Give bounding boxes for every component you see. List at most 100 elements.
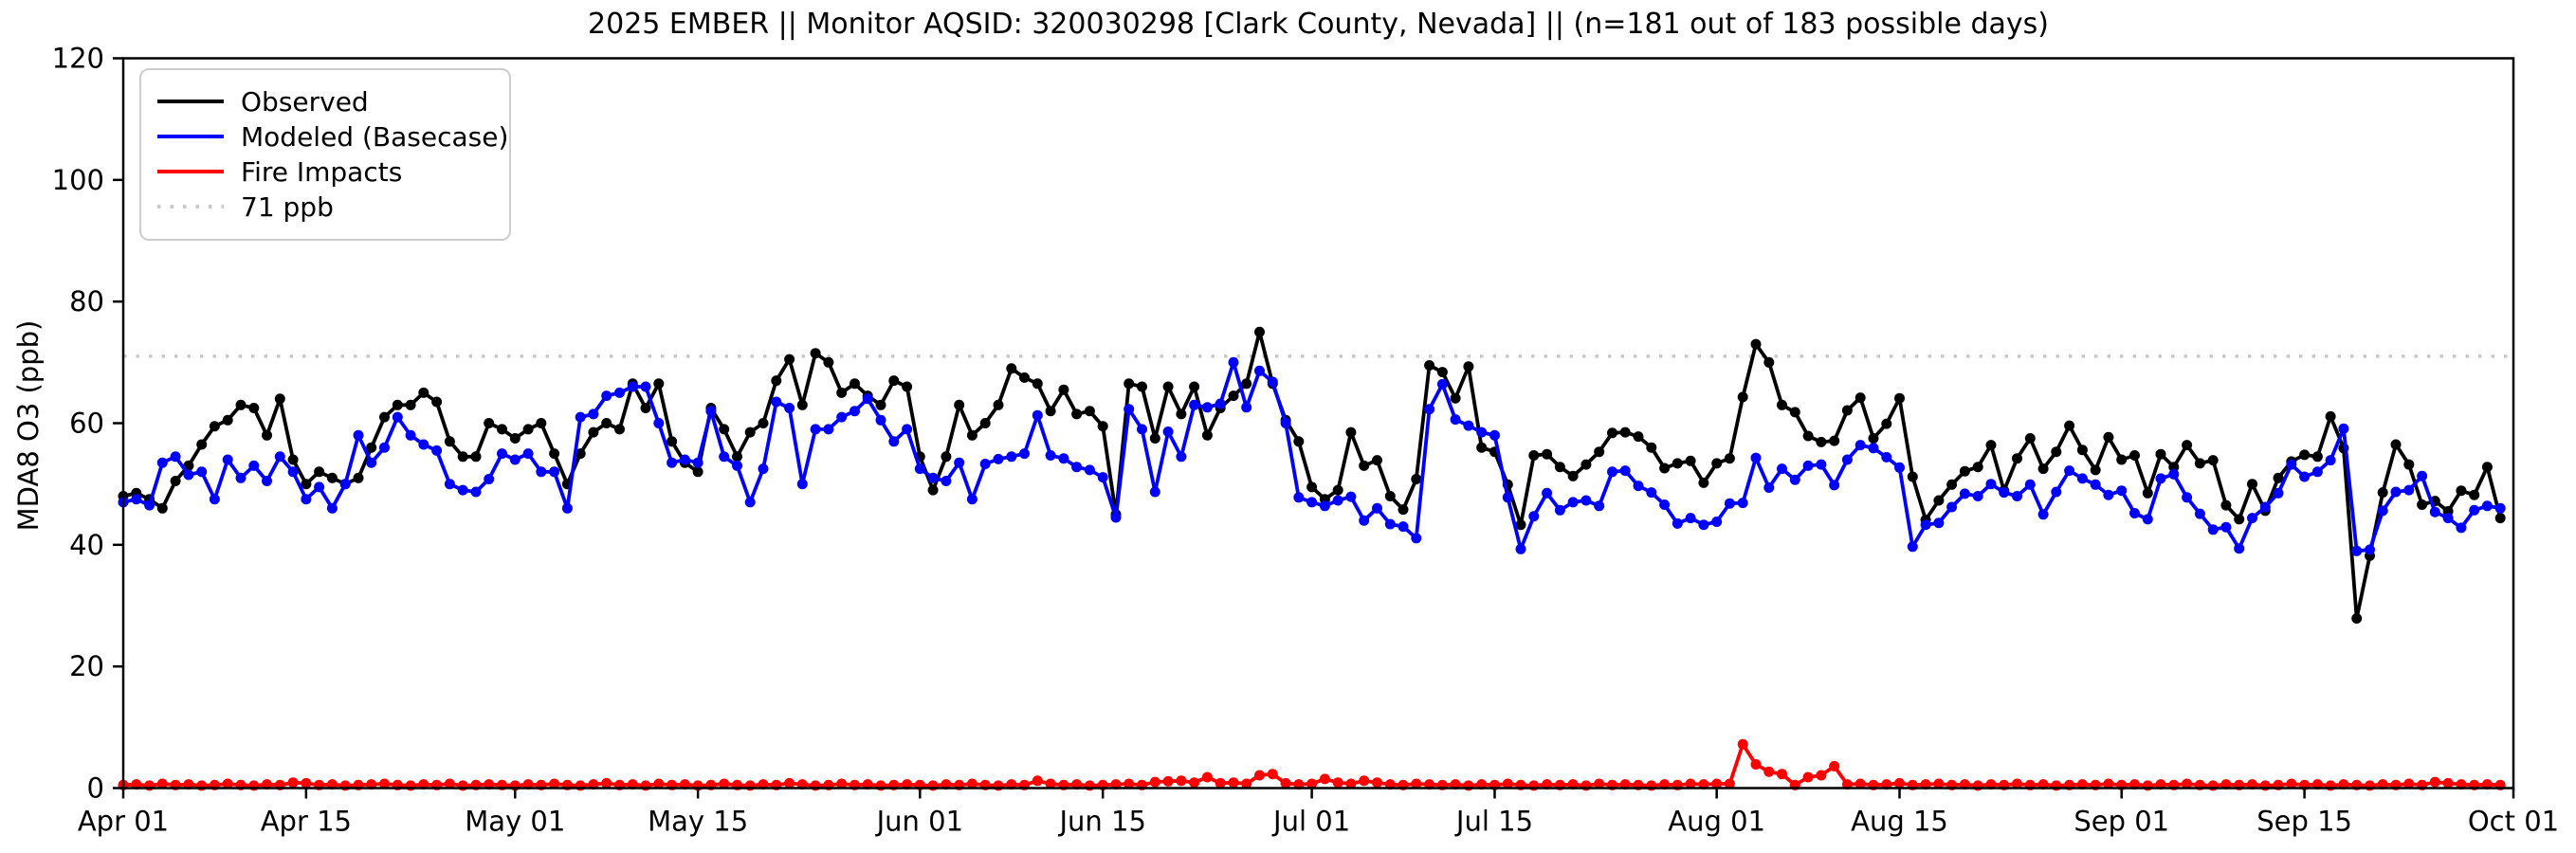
data-point[interactable]: [549, 448, 560, 460]
data-point[interactable]: [1319, 773, 1330, 785]
data-point[interactable]: [954, 457, 965, 468]
data-point[interactable]: [1737, 391, 1748, 403]
data-point[interactable]: [2338, 423, 2349, 434]
data-point[interactable]: [719, 424, 730, 435]
data-point[interactable]: [601, 390, 612, 402]
data-point[interactable]: [979, 418, 991, 428]
data-point[interactable]: [287, 466, 299, 478]
data-point[interactable]: [796, 399, 808, 410]
data-point[interactable]: [405, 399, 416, 410]
data-point[interactable]: [1372, 455, 1382, 466]
data-point[interactable]: [1594, 446, 1605, 458]
data-point[interactable]: [379, 778, 390, 789]
data-point[interactable]: [1319, 500, 1330, 512]
data-point[interactable]: [2273, 472, 2284, 483]
data-point[interactable]: [1777, 769, 1787, 780]
data-point[interactable]: [1829, 435, 1840, 446]
data-point[interactable]: [1476, 426, 1488, 438]
data-point[interactable]: [2403, 778, 2415, 789]
data-point[interactable]: [2142, 514, 2153, 525]
data-point[interactable]: [1946, 479, 1958, 490]
data-point[interactable]: [2037, 463, 2049, 475]
data-point[interactable]: [1306, 778, 1318, 789]
data-point[interactable]: [823, 424, 834, 435]
data-point[interactable]: [549, 466, 560, 478]
data-point[interactable]: [1124, 378, 1135, 390]
data-point[interactable]: [692, 466, 703, 478]
data-point[interactable]: [2442, 513, 2454, 524]
data-point[interactable]: [2220, 499, 2232, 511]
data-point[interactable]: [836, 411, 848, 423]
data-point[interactable]: [2351, 613, 2363, 624]
data-point[interactable]: [1384, 491, 1396, 501]
data-point[interactable]: [2168, 468, 2180, 480]
data-point[interactable]: [1124, 778, 1135, 789]
data-point[interactable]: [1854, 778, 1866, 789]
data-point[interactable]: [1071, 408, 1083, 420]
data-point[interactable]: [1149, 433, 1160, 444]
data-point[interactable]: [1372, 502, 1382, 514]
data-point[interactable]: [2273, 487, 2284, 499]
data-point[interactable]: [1959, 488, 1970, 499]
data-point[interactable]: [1619, 426, 1631, 438]
data-point[interactable]: [2299, 471, 2311, 482]
data-point[interactable]: [1802, 460, 1814, 471]
data-point[interactable]: [1006, 451, 1017, 463]
data-point[interactable]: [522, 424, 534, 435]
data-point[interactable]: [1228, 777, 1239, 789]
data-point[interactable]: [1332, 777, 1343, 789]
data-point[interactable]: [1907, 541, 1918, 553]
data-point[interactable]: [1201, 429, 1213, 441]
data-point[interactable]: [732, 460, 742, 471]
data-point[interactable]: [248, 403, 260, 413]
data-point[interactable]: [1737, 498, 1748, 509]
data-point[interactable]: [2469, 504, 2480, 516]
data-point[interactable]: [1763, 356, 1775, 368]
data-point[interactable]: [287, 777, 299, 789]
data-point[interactable]: [2103, 489, 2114, 500]
data-point[interactable]: [326, 472, 338, 483]
data-point[interactable]: [1933, 517, 1945, 529]
data-point[interactable]: [836, 778, 848, 789]
data-point[interactable]: [2129, 508, 2140, 518]
data-point[interactable]: [1097, 472, 1108, 483]
data-point[interactable]: [1006, 363, 1017, 374]
data-point[interactable]: [2469, 489, 2480, 500]
data-point[interactable]: [1097, 421, 1108, 432]
data-point[interactable]: [744, 497, 756, 508]
data-point[interactable]: [1280, 418, 1291, 428]
data-point[interactable]: [1058, 453, 1069, 464]
data-point[interactable]: [457, 484, 468, 496]
data-point[interactable]: [1045, 450, 1056, 461]
data-point[interactable]: [2182, 492, 2193, 503]
data-point[interactable]: [902, 424, 913, 435]
data-point[interactable]: [549, 778, 560, 789]
data-point[interactable]: [2012, 778, 2022, 789]
data-point[interactable]: [497, 448, 507, 460]
data-point[interactable]: [888, 375, 900, 387]
data-point[interactable]: [1215, 398, 1226, 409]
data-point[interactable]: [1841, 454, 1853, 465]
data-point[interactable]: [1189, 381, 1200, 392]
data-point[interactable]: [287, 454, 299, 465]
data-point[interactable]: [784, 777, 795, 789]
data-point[interactable]: [966, 429, 977, 441]
data-point[interactable]: [222, 414, 233, 426]
data-point[interactable]: [1750, 452, 1762, 463]
data-point[interactable]: [1228, 390, 1239, 402]
data-point[interactable]: [262, 476, 272, 486]
data-point[interactable]: [1463, 361, 1474, 372]
data-point[interactable]: [614, 424, 625, 435]
data-point[interactable]: [2234, 514, 2245, 525]
data-point[interactable]: [2076, 473, 2088, 484]
data-point[interactable]: [850, 378, 860, 390]
data-point[interactable]: [1306, 497, 1318, 508]
data-point[interactable]: [379, 411, 390, 423]
data-point[interactable]: [2076, 445, 2088, 456]
data-point[interactable]: [1502, 492, 1513, 503]
data-point[interactable]: [2024, 433, 2036, 444]
data-point[interactable]: [1816, 770, 1827, 781]
data-point[interactable]: [2012, 453, 2022, 464]
data-point[interactable]: [1567, 497, 1579, 508]
data-point[interactable]: [2168, 462, 2180, 473]
